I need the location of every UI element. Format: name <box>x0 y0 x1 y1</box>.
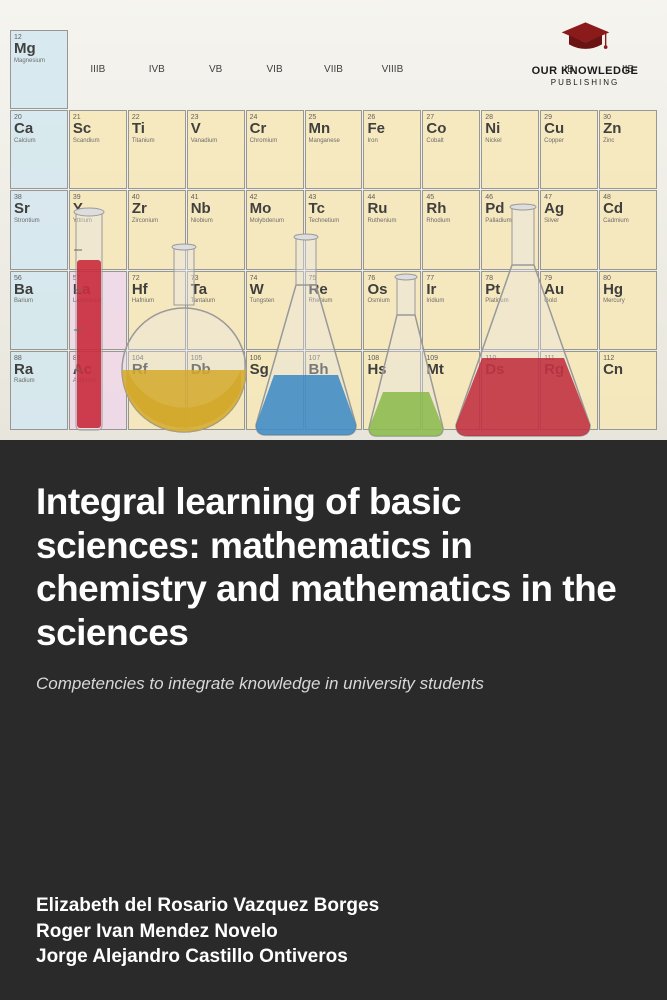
author-2: Roger Ivan Mendez Novelo <box>36 919 631 945</box>
book-title: Integral learning of basic sciences: mat… <box>36 480 631 655</box>
authors-block: Elizabeth del Rosario Vazquez Borges Rog… <box>36 893 631 970</box>
element-IIIB: IIIB <box>69 30 127 109</box>
logo-text-sub: PUBLISHING <box>525 78 645 87</box>
flask-conical-red <box>444 200 604 440</box>
publisher-logo: OUR KNOWLEDGE PUBLISHING <box>525 18 645 87</box>
book-cover: 12MgMagnesiumIIIBIVBVBVIBVIIBVIIIBIBIIB2… <box>0 0 667 1000</box>
element-IVB: IVB <box>128 30 186 109</box>
flask-conical-green <box>359 270 454 440</box>
element-VIIIB: VIIIB <box>363 30 421 109</box>
text-panel: Integral learning of basic sciences: mat… <box>0 440 667 1000</box>
flask-cylinder-red <box>64 200 114 440</box>
element-VB: VB <box>187 30 245 109</box>
element-Mg: 12MgMagnesium <box>10 30 68 109</box>
logo-text-main: OUR KNOWLEDGE <box>525 65 645 78</box>
element-VIB: VIB <box>246 30 304 109</box>
chemistry-flasks <box>0 160 667 440</box>
flask-round-yellow <box>109 240 259 440</box>
author-3: Jorge Alejandro Castillo Ontiveros <box>36 944 631 970</box>
graduation-cap-icon <box>558 18 613 56</box>
author-1: Elizabeth del Rosario Vazquez Borges <box>36 893 631 919</box>
cover-image-area: 12MgMagnesiumIIIBIVBVBVIBVIIBVIIIBIBIIB2… <box>0 0 667 440</box>
flask-conical-blue <box>244 230 369 440</box>
book-subtitle: Competencies to integrate knowledge in u… <box>36 673 631 696</box>
element-VIIB: VIIB <box>305 30 363 109</box>
element-blank <box>422 30 480 109</box>
